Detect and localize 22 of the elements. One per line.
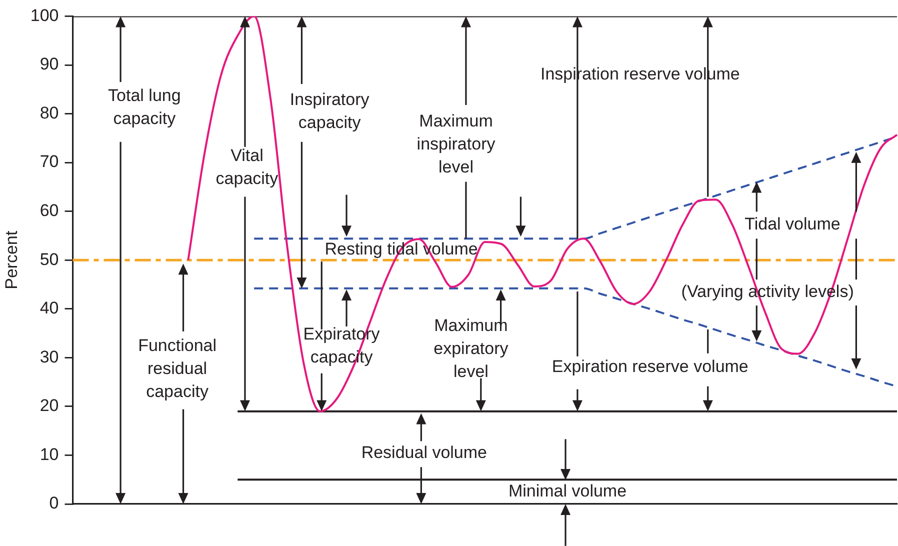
- annotation: Tidal volume: [744, 214, 840, 234]
- annotation: Inspiratory capacity: [290, 90, 370, 132]
- y-tick-label: 90: [40, 54, 59, 74]
- annotation: Functional residual capacity: [138, 336, 217, 402]
- annotation: Maximum inspiratory level: [416, 112, 496, 177]
- annotation: Maximum expiratory level: [434, 316, 509, 382]
- y-tick-label: 40: [40, 298, 59, 318]
- annotation: Minimal volume: [508, 482, 627, 501]
- annotation: Total lung capacity: [108, 86, 181, 128]
- annotation: Residual volume: [361, 442, 488, 462]
- y-tick-label: 80: [40, 103, 59, 122]
- y-tick-label: 0: [49, 494, 59, 513]
- y-tick-label: 100: [30, 6, 59, 25]
- y-tick-label: 60: [40, 201, 59, 220]
- annotation: Expiration reserve volume: [552, 357, 748, 376]
- y-tick-label: 30: [40, 347, 59, 366]
- y-axis-title: Percent: [2, 230, 21, 290]
- y-tick-label: 70: [40, 152, 59, 172]
- y-tick-label: 20: [40, 396, 59, 416]
- y-tick-label: 50: [40, 250, 59, 269]
- y-tick-label: 10: [40, 444, 59, 464]
- annotation: Vital capacity: [216, 146, 279, 188]
